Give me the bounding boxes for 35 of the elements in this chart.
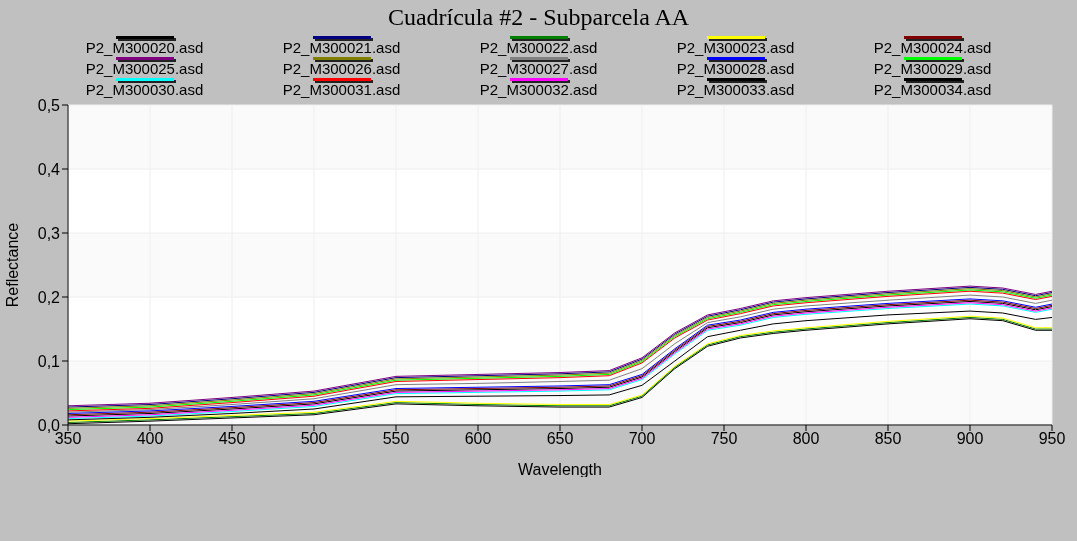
x-tick-label: 700 (628, 430, 656, 448)
y-tick-label: 0,5 (37, 96, 61, 114)
legend-label: P2_M300023.asd (676, 39, 795, 56)
x-tick-label: 450 (218, 430, 246, 448)
x-tick-label: 750 (710, 430, 738, 448)
x-tick-label: 550 (382, 430, 410, 448)
legend-label: P2_M300028.asd (676, 60, 795, 77)
legend-label: P2_M300025.asd (85, 60, 204, 77)
legend-label: P2_M300030.asd (85, 81, 204, 98)
legend-label: P2_M300020.asd (85, 39, 204, 56)
y-axis-title: Reflectance (3, 222, 21, 308)
legend-label: P2_M300031.asd (282, 81, 401, 98)
y-tick-label: 0,1 (37, 352, 61, 370)
y-tick-label: 0,2 (37, 288, 61, 306)
y-tick-label: 0,3 (37, 224, 61, 242)
legend-label: P2_M300029.asd (873, 60, 992, 77)
legend-label: P2_M300033.asd (676, 81, 795, 98)
y-tick-label: 0,4 (37, 160, 61, 178)
chart-title: Cuadrícula #2 - Subparcela AA (386, 4, 691, 32)
legend-label: P2_M300034.asd (873, 81, 992, 98)
x-tick-label: 650 (546, 430, 574, 448)
x-tick-label: 850 (874, 430, 902, 448)
legend-label: P2_M300021.asd (282, 39, 401, 56)
x-tick-label: 950 (1038, 430, 1066, 448)
x-tick-label: 400 (136, 430, 164, 448)
legend-label: P2_M300032.asd (479, 81, 598, 98)
legend-label: P2_M300022.asd (479, 39, 598, 56)
x-tick-label: 350 (54, 430, 82, 448)
x-tick-label: 900 (956, 430, 984, 448)
legend-label: P2_M300026.asd (282, 60, 401, 77)
x-tick-label: 600 (464, 430, 492, 448)
x-tick-label: 500 (300, 430, 328, 448)
x-tick-label: 800 (792, 430, 820, 448)
legend-label: P2_M300024.asd (873, 39, 992, 56)
legend-label: P2_M300027.asd (479, 60, 598, 77)
